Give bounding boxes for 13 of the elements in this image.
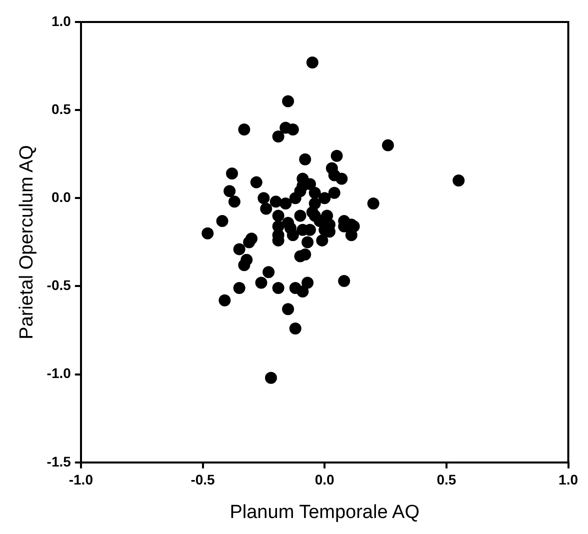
x-tick-label: 0.0 bbox=[314, 472, 335, 488]
y-tick-label: 1.0 bbox=[51, 12, 72, 29]
y-tick-label: 0.5 bbox=[51, 100, 72, 117]
y-tick-label: -1.5 bbox=[46, 453, 72, 470]
x-tick-label: -0.5 bbox=[190, 472, 216, 488]
y-tick-label: -1.0 bbox=[46, 365, 72, 382]
y-axis-title: Parietal Operculum AQ bbox=[16, 145, 38, 340]
x-axis-title: Planum Temporale AQ bbox=[230, 502, 420, 523]
x-tick-label: -1.0 bbox=[68, 472, 94, 488]
y-tick-label: -0.5 bbox=[46, 277, 72, 294]
x-tick-label: 0.5 bbox=[436, 472, 456, 488]
x-tick-label: 1.0 bbox=[558, 472, 578, 488]
y-tick-label: 0.0 bbox=[51, 189, 72, 206]
